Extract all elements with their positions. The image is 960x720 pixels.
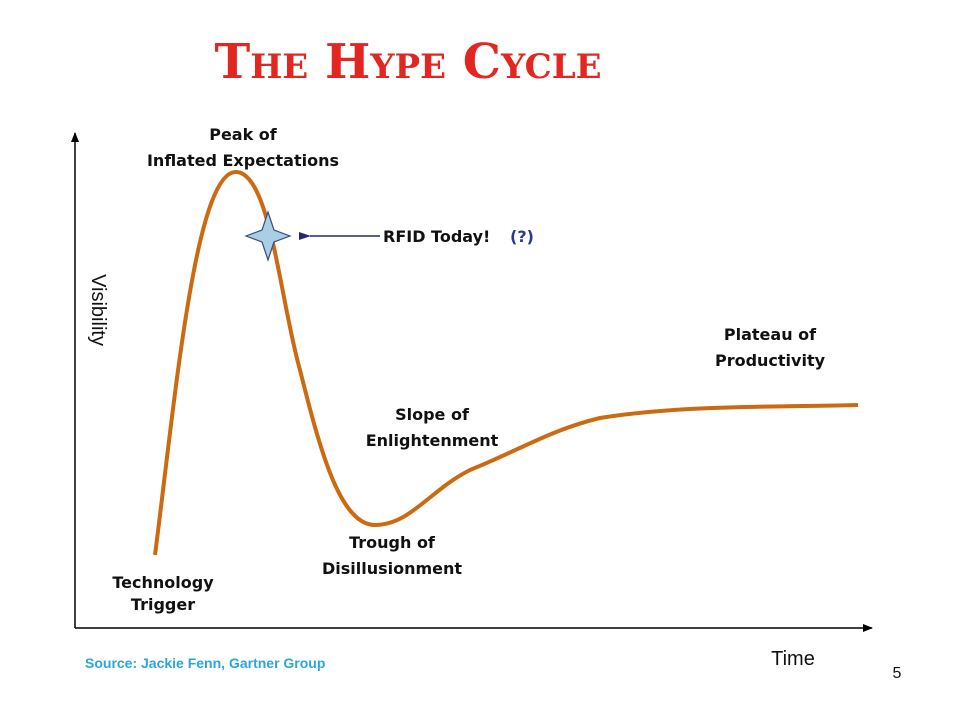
phase-label: Trigger xyxy=(131,595,195,614)
x-axis-title: Time xyxy=(771,648,815,670)
position-star xyxy=(244,210,292,262)
callout-question: (?) xyxy=(510,227,534,246)
phase-label: Inflated Expectations xyxy=(147,151,339,170)
phase-label: Enlightenment xyxy=(366,431,499,450)
phase-label: Productivity xyxy=(715,351,826,370)
phase-label: Peak of xyxy=(209,125,278,144)
callout-text: RFID Today! xyxy=(383,227,490,246)
phase-label: Technology xyxy=(112,573,214,592)
hype-curve xyxy=(153,169,859,556)
phase-label: Trough of xyxy=(349,533,436,552)
phase-label: Disillusionment xyxy=(322,559,462,578)
source-note: Source: Jackie Fenn, Gartner Group xyxy=(85,655,325,671)
slide-title: The Hype Cycle xyxy=(214,34,601,90)
phase-label: Plateau of xyxy=(724,325,817,344)
page-number: 5 xyxy=(893,665,902,682)
y-axis-title: Visibility xyxy=(87,274,109,346)
phase-label: Slope of xyxy=(395,405,470,424)
